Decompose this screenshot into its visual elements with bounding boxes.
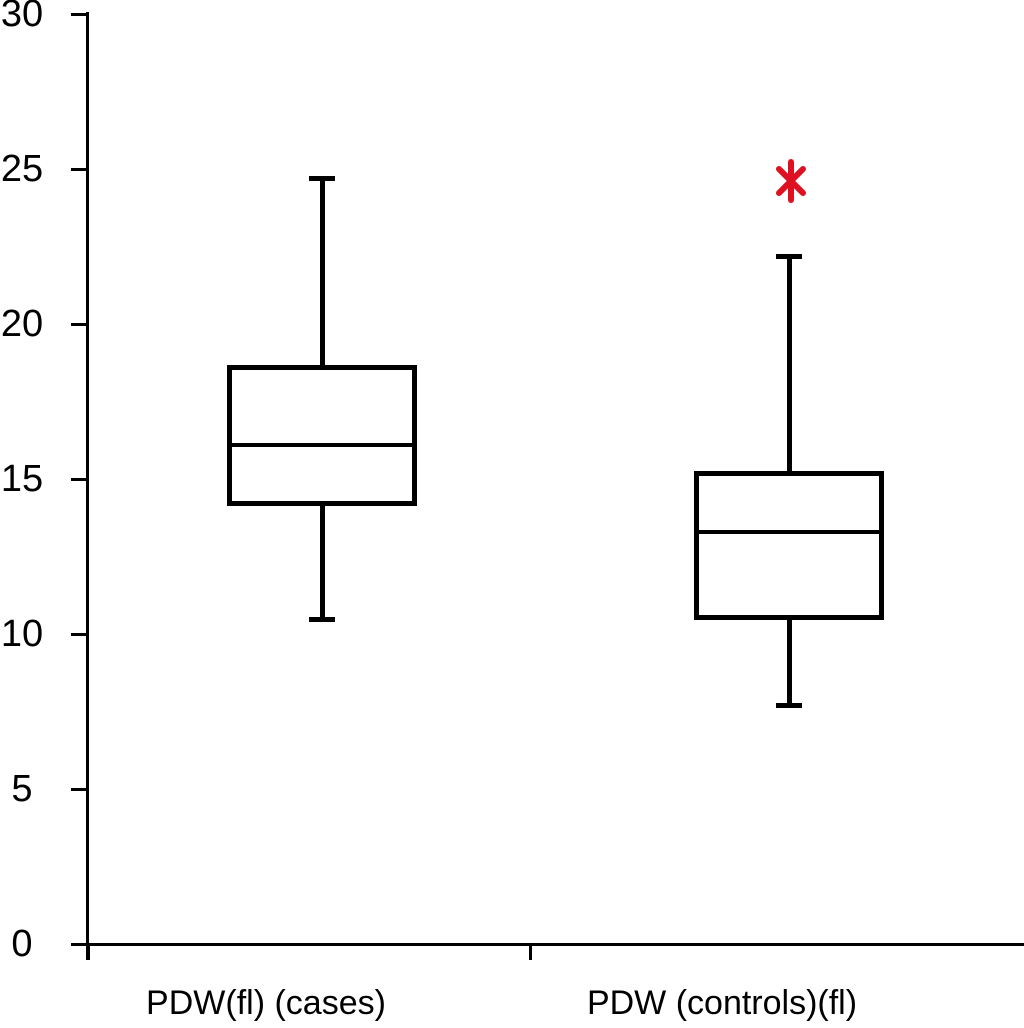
x-tick-mark <box>529 945 532 960</box>
lower-whisker-cap <box>309 616 335 622</box>
y-tick-label: 25 <box>0 148 44 190</box>
y-tick-mark <box>71 13 89 16</box>
y-axis-line <box>86 12 89 960</box>
y-tick-label: 15 <box>0 458 44 500</box>
lower-whisker-line <box>787 618 792 706</box>
upper-whisker-cap <box>309 176 335 182</box>
lower-whisker-cap <box>776 703 802 709</box>
upper-whisker-line <box>320 178 325 368</box>
upper-whisker-line <box>787 255 792 473</box>
y-tick-mark <box>71 943 89 946</box>
y-tick-label: 0 <box>11 923 33 965</box>
y-tick-label: 10 <box>0 613 44 655</box>
lower-whisker-line <box>320 503 325 619</box>
x-tick-mark <box>87 945 90 960</box>
x-category-label: PDW(fl) (cases) <box>146 984 386 1022</box>
iqr-box <box>227 365 417 506</box>
x-category-label: PDW (controls)(fl) <box>586 984 858 1022</box>
y-tick-mark <box>71 168 89 171</box>
y-tick-mark <box>71 323 89 326</box>
y-tick-mark <box>71 633 89 636</box>
y-tick-label: 20 <box>0 303 44 345</box>
upper-whisker-cap <box>776 253 802 259</box>
median-line <box>694 529 884 534</box>
y-tick-label: 5 <box>11 768 33 810</box>
outlier-asterisk-marker <box>769 159 813 204</box>
x-axis-line <box>71 943 1024 946</box>
y-tick-mark <box>71 788 89 791</box>
y-tick-mark <box>71 478 89 481</box>
iqr-box <box>694 470 884 621</box>
y-tick-label: 30 <box>0 0 44 35</box>
median-line <box>227 442 417 447</box>
asterisk-icon <box>776 159 806 204</box>
